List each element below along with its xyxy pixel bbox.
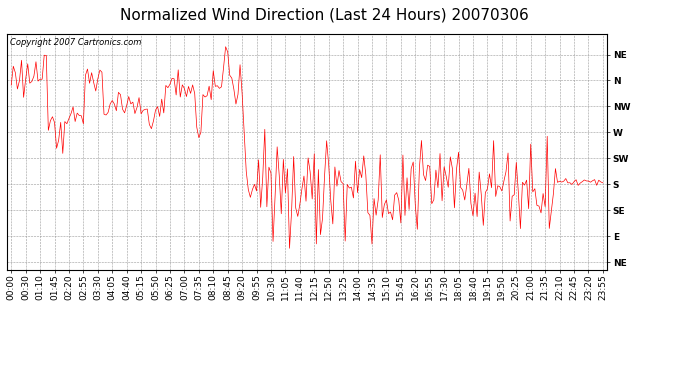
Text: Normalized Wind Direction (Last 24 Hours) 20070306: Normalized Wind Direction (Last 24 Hours…	[120, 8, 529, 22]
Text: Copyright 2007 Cartronics.com: Copyright 2007 Cartronics.com	[10, 39, 141, 48]
